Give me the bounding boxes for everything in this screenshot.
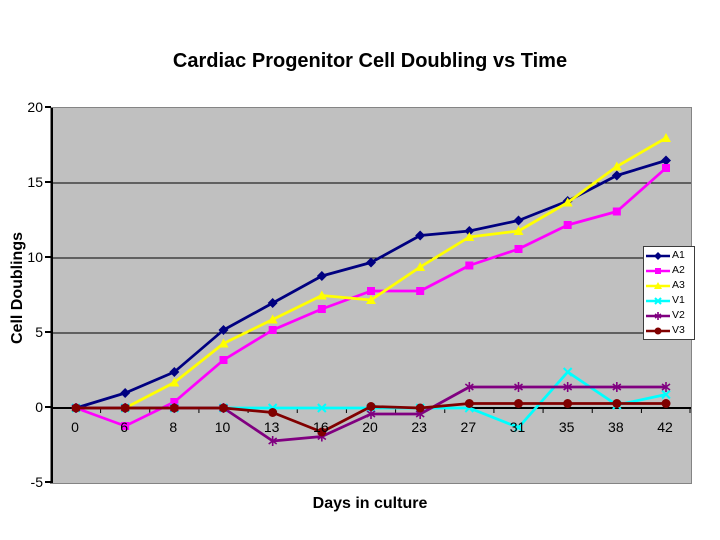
series-A3-line <box>76 136 667 410</box>
legend-item-A1: A1 <box>645 249 694 263</box>
x-tick-label: 20 <box>362 419 378 435</box>
legend-swatch-V2-icon <box>646 311 670 320</box>
x-tick-label: 35 <box>558 419 575 435</box>
y-tick-label: 5 <box>35 324 43 340</box>
series-V2 <box>71 382 671 446</box>
legend-swatch-V1-icon <box>646 296 670 305</box>
y-tick-mark <box>45 256 51 258</box>
y-tick-mark <box>45 331 51 333</box>
legend: A1 A2 A3 V1 V2 V3 <box>643 246 695 340</box>
legend-item-A3: A3 <box>645 279 694 293</box>
plot-svg <box>51 108 691 483</box>
legend-item-A2: A2 <box>645 264 694 278</box>
y-tick-label: 15 <box>27 174 43 190</box>
legend-swatch-V3-icon <box>646 327 670 334</box>
x-tick-label: 38 <box>608 419 624 435</box>
legend-swatch-A1-icon <box>646 251 670 260</box>
legend-item-V3: V3 <box>645 324 694 338</box>
x-tick-label: 6 <box>120 419 129 435</box>
y-tick-label: 20 <box>27 99 43 115</box>
x-tick-label: 13 <box>263 419 280 435</box>
series-V3 <box>71 399 671 437</box>
legend-swatch-A3-icon <box>646 281 670 289</box>
series-A3 <box>71 133 671 412</box>
x-tick-label: 31 <box>509 419 526 435</box>
legend-label: V1 <box>672 294 685 306</box>
legend-swatch-A2-icon <box>646 267 670 274</box>
x-tick-label: 16 <box>313 419 329 435</box>
legend-label: V2 <box>672 309 685 321</box>
plot-area <box>50 107 692 484</box>
x-tick-label: 42 <box>657 419 673 435</box>
x-tick-label: 8 <box>169 419 178 435</box>
x-tick-label: 27 <box>460 419 477 435</box>
y-tick-mark <box>45 106 51 108</box>
x-axis-title: Days in culture <box>312 495 428 512</box>
x-tick-label: 23 <box>411 419 427 435</box>
y-tick-mark <box>45 406 51 408</box>
legend-label: A1 <box>672 249 685 261</box>
y-tick-label: 0 <box>35 399 43 415</box>
legend-label: A2 <box>672 264 685 276</box>
series-A1-line <box>75 159 667 410</box>
y-tick-label: -5 <box>30 474 43 490</box>
legend-label: V3 <box>672 324 685 336</box>
legend-item-V2: V2 <box>645 309 694 323</box>
legend-item-V1: V1 <box>645 294 694 308</box>
y-tick-mark <box>45 181 51 183</box>
x-tick-label: 10 <box>214 419 231 435</box>
chart-title: Cardiac Progenitor Cell Doubling vs Time <box>172 50 568 72</box>
legend-label: A3 <box>672 279 685 291</box>
y-tick-label: 10 <box>27 249 43 265</box>
y-tick-mark <box>45 481 51 483</box>
x-tick-label: 0 <box>71 419 79 435</box>
